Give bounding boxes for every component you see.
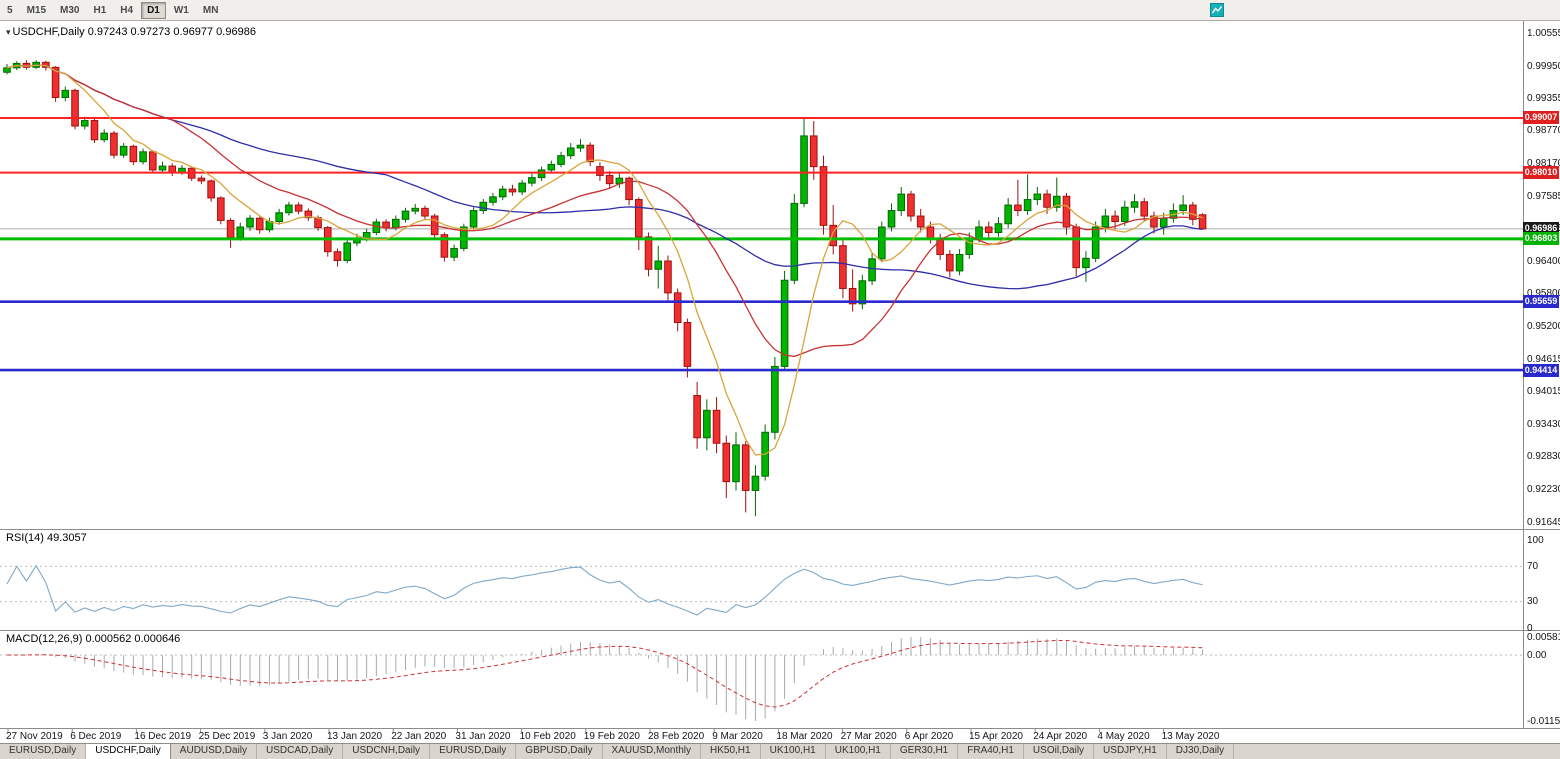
tab-usoil-daily[interactable]: USOil,Daily [1024, 744, 1095, 759]
tab-uk100-h1[interactable]: UK100,H1 [826, 744, 891, 759]
timeframe-button-h4[interactable]: H4 [114, 2, 139, 19]
timeframe-toolbar: 5 M15 M30 H1 H4 D1 W1 MN [0, 0, 1560, 21]
chart-symbol-label: USDCHF,Daily [12, 26, 85, 38]
timeframe-button-5[interactable]: 5 [1, 2, 19, 19]
chart-shift-icon[interactable] [1210, 3, 1224, 17]
tab-usdchf-daily[interactable]: USDCHF,Daily [86, 744, 171, 759]
timeframe-button-m30[interactable]: M30 [54, 2, 85, 19]
chart-ohlc-values: 0.97243 0.97273 0.96977 0.96986 [87, 26, 256, 38]
macd-header: MACD(12,26,9) 0.000562 0.000646 [6, 633, 180, 645]
rsi-value: 49.3057 [46, 532, 87, 544]
chart-tabbar: EURUSD,Daily USDCHF,Daily AUDUSD,Daily USDC… [0, 743, 1560, 759]
main-price-pane [0, 60, 1523, 517]
macd-label: MACD(12,26,9) [6, 633, 83, 645]
tab-uk100-h1[interactable]: UK100,H1 [761, 744, 826, 759]
tab-usdjpy-h1[interactable]: USDJPY,H1 [1094, 744, 1167, 759]
tab-xauusd-monthly[interactable]: XAUUSD,Monthly [603, 744, 702, 759]
macd-pane [0, 637, 1523, 721]
chart-symbol-header: ▾ USDCHF,Daily 0.97243 0.97273 0.96977 0.… [6, 26, 256, 38]
mini-chart-glyph [1210, 3, 1224, 17]
timeframe-button-h1[interactable]: H1 [87, 2, 112, 19]
tab-ger30-h1[interactable]: GER30,H1 [891, 744, 959, 759]
tab-usdcad-daily[interactable]: USDCAD,Daily [257, 744, 344, 759]
tab-gbpusd-daily[interactable]: GBPUSD,Daily [516, 744, 603, 759]
chart-dropdown-icon[interactable]: ▾ [6, 27, 11, 37]
timeframe-button-w1[interactable]: W1 [168, 2, 195, 19]
ma-medium [6, 64, 1203, 358]
timeframe-button-mn[interactable]: MN [197, 2, 225, 19]
timeframe-button-m15[interactable]: M15 [21, 2, 52, 19]
tab-eurusd-daily[interactable]: EURUSD,Daily [430, 744, 517, 759]
timeframe-button-d1[interactable]: D1 [141, 1, 166, 19]
tab-audusd-daily[interactable]: AUDUSD,Daily [171, 744, 258, 759]
ma-fast [6, 64, 1203, 456]
tab-hk50-h1[interactable]: HK50,H1 [701, 744, 761, 759]
tab-usdcnh-daily[interactable]: USDCNH,Daily [343, 744, 431, 759]
ma-slow [6, 64, 1203, 290]
tab-eurusd-daily[interactable]: EURUSD,Daily [0, 744, 87, 759]
tab-fra40-h1[interactable]: FRA40,H1 [958, 744, 1024, 759]
rsi-pane [0, 564, 1523, 616]
tab-dj30-daily[interactable]: DJ30,Daily [1167, 744, 1235, 759]
rsi-label: RSI(14) [6, 532, 44, 544]
macd-values: 0.000562 0.000646 [85, 633, 181, 645]
rsi-header: RSI(14) 49.3057 [6, 532, 87, 544]
